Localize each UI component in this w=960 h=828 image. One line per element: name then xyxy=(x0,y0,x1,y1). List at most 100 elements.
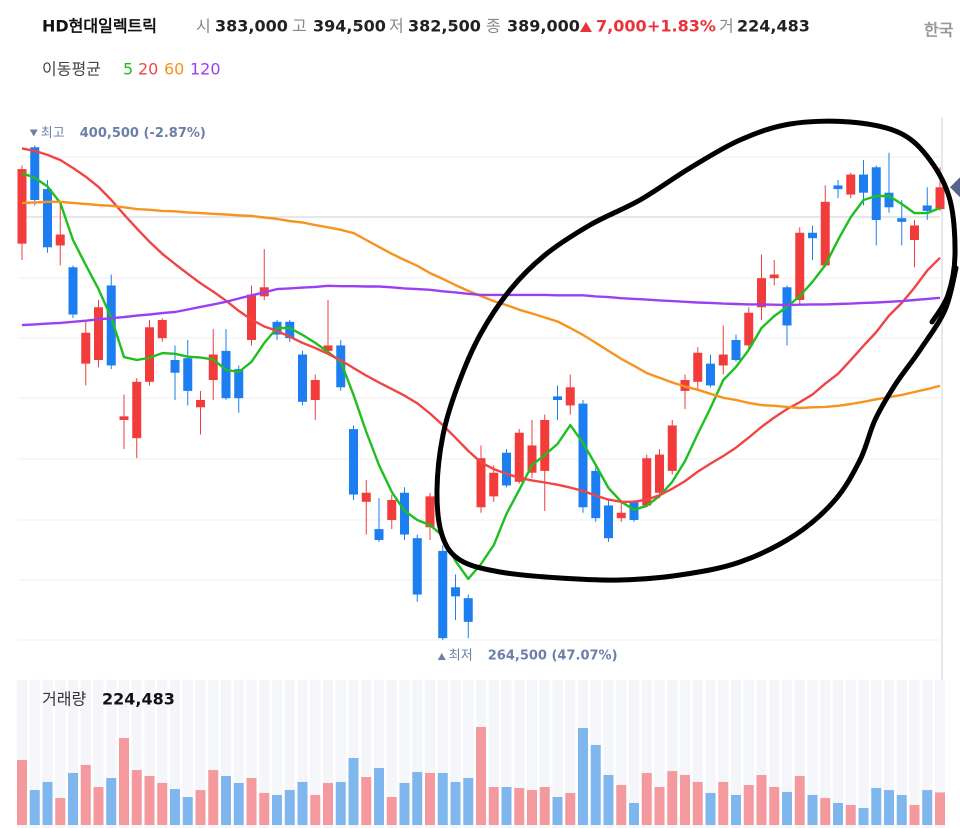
volume-stripe xyxy=(221,680,231,828)
open-label: 시 xyxy=(196,17,211,36)
volume-bar xyxy=(450,781,461,825)
volume-stripe xyxy=(845,680,856,828)
volume-bar xyxy=(539,787,550,825)
volume-stripe xyxy=(718,680,729,828)
candle-body xyxy=(553,396,562,400)
volume-bar xyxy=(718,781,729,825)
change-percent: +1.83% xyxy=(647,17,716,36)
volume-bar xyxy=(106,778,117,825)
volume-bar xyxy=(476,726,486,825)
volume-stripe xyxy=(935,680,945,828)
volume-bar xyxy=(743,784,754,825)
volume-stripe xyxy=(527,680,537,828)
volume-bar xyxy=(17,760,27,825)
candle-body xyxy=(565,387,575,406)
volume-stripe xyxy=(539,680,550,828)
candle-body xyxy=(667,425,677,471)
volume-title: 거래량 xyxy=(42,690,86,709)
volume-stripe xyxy=(603,680,614,828)
candle-body xyxy=(145,327,154,382)
volume-stripe xyxy=(29,680,40,828)
volume-stripe xyxy=(514,680,525,828)
volume-bar xyxy=(667,771,678,825)
candle-body xyxy=(731,340,741,360)
volume-bar xyxy=(157,782,168,825)
candle-body xyxy=(514,432,524,482)
volume-bar xyxy=(55,798,66,825)
volume-stripe xyxy=(692,680,703,828)
candle-body xyxy=(884,192,894,208)
volume-bar xyxy=(399,782,410,825)
volume-bar xyxy=(131,770,142,825)
market-tab[interactable]: 한국 xyxy=(924,21,954,40)
candle-body xyxy=(361,492,371,502)
volume-bar xyxy=(374,768,384,825)
candle-body xyxy=(769,274,779,279)
up-arrow xyxy=(580,22,592,32)
candle-body xyxy=(17,169,27,244)
candle-body xyxy=(693,352,703,382)
volume-bar xyxy=(807,794,818,825)
candle-body xyxy=(310,380,320,400)
volume-bar xyxy=(616,784,627,825)
volume-stripe xyxy=(782,680,792,828)
candle-body xyxy=(476,458,486,508)
volume-bar xyxy=(488,787,499,825)
volume-bar xyxy=(284,790,295,825)
volume-stripe xyxy=(641,680,652,828)
volume-bar xyxy=(335,781,346,825)
candle-body xyxy=(451,587,460,597)
volume-stripe xyxy=(386,680,397,828)
volume-bar xyxy=(68,772,78,825)
volume-stripe xyxy=(208,680,219,828)
volume-bar xyxy=(412,771,423,825)
change-value: 7,000 xyxy=(596,17,647,36)
candle-body xyxy=(234,369,244,399)
volume-stripe xyxy=(794,680,805,828)
volume-bar xyxy=(221,775,231,825)
volume-bar xyxy=(272,794,282,825)
volume-bar xyxy=(323,782,333,825)
high-marker xyxy=(29,129,38,137)
candle-body xyxy=(81,332,91,364)
volume-stripe xyxy=(297,680,308,828)
candle-body xyxy=(43,189,52,248)
volume-bar xyxy=(463,778,474,825)
candle-body xyxy=(527,445,537,473)
volume-bar xyxy=(297,781,308,825)
candle-body xyxy=(540,420,550,471)
volume-bar xyxy=(654,787,665,825)
candle-body xyxy=(808,232,817,239)
volume-stripe xyxy=(42,680,53,828)
low-value: 382,500 xyxy=(408,17,481,36)
volume-stripe xyxy=(731,680,741,828)
legend-entry: 120 xyxy=(190,60,221,79)
candle-body xyxy=(387,500,397,520)
candle-body xyxy=(922,205,932,211)
volume-bar xyxy=(93,787,104,825)
candle-body xyxy=(412,538,422,595)
stock-name: HD현대일렉트릭 xyxy=(42,17,157,36)
volume-stripe xyxy=(922,680,933,828)
candle-body xyxy=(604,505,613,539)
volume-bar xyxy=(182,797,193,825)
legend-entry: 5 xyxy=(123,60,133,79)
volume-bar xyxy=(794,775,805,825)
volume-stripe xyxy=(68,680,78,828)
volume-stripe xyxy=(743,680,754,828)
volume-stripe xyxy=(565,680,576,828)
high-label: 고 xyxy=(292,17,307,36)
volume-bar xyxy=(769,787,780,825)
candle-body xyxy=(820,201,830,266)
volume-bar xyxy=(782,791,792,825)
open-value: 383,000 xyxy=(215,17,288,36)
volume-stripe xyxy=(374,680,384,828)
candle-body xyxy=(706,363,715,386)
volume-bar xyxy=(820,798,831,825)
volume-bar xyxy=(641,772,652,825)
volume-stripe xyxy=(323,680,333,828)
volume-bar xyxy=(896,794,907,825)
volume-stripe xyxy=(909,680,920,828)
